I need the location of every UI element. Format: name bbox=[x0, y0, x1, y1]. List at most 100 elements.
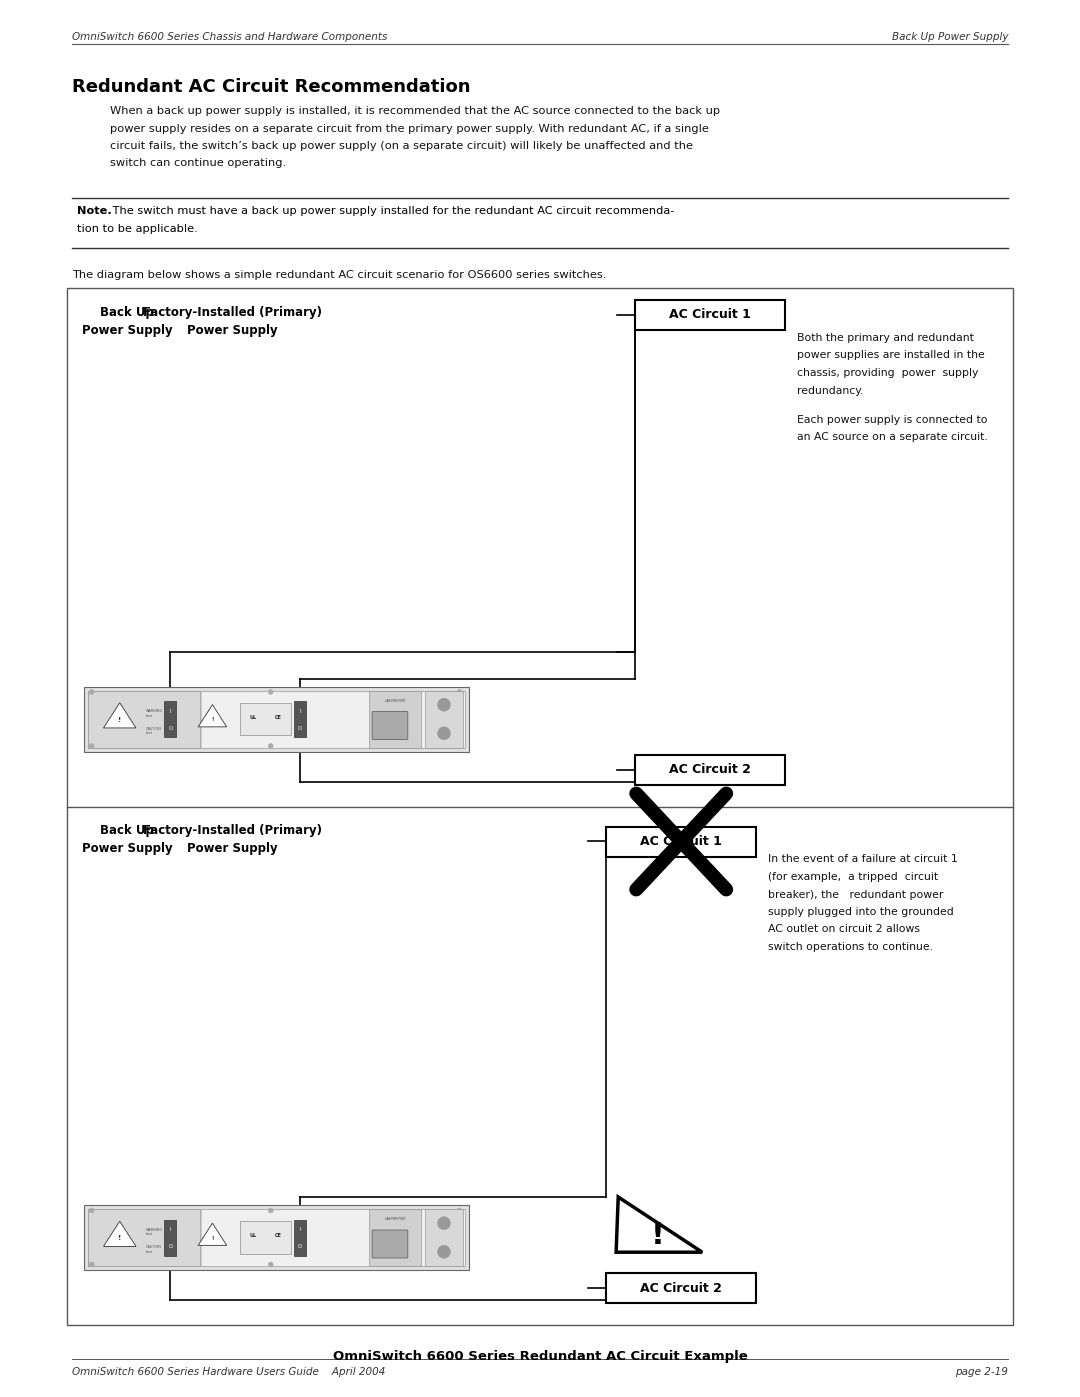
Text: an AC source on a separate circuit.: an AC source on a separate circuit. bbox=[797, 433, 987, 443]
FancyBboxPatch shape bbox=[424, 1208, 463, 1266]
Circle shape bbox=[457, 1261, 462, 1267]
Text: switch operations to continue.: switch operations to continue. bbox=[768, 942, 933, 951]
Text: When a back up power supply is installed, it is recommended that the AC source c: When a back up power supply is installed… bbox=[110, 106, 720, 116]
Text: I: I bbox=[299, 1228, 301, 1232]
FancyBboxPatch shape bbox=[635, 754, 784, 785]
Text: Factory-Installed (Primary): Factory-Installed (Primary) bbox=[143, 306, 322, 319]
Text: UL: UL bbox=[249, 1234, 257, 1238]
Text: CE: CE bbox=[274, 714, 282, 719]
Circle shape bbox=[268, 1208, 273, 1213]
Circle shape bbox=[90, 1208, 94, 1213]
FancyBboxPatch shape bbox=[240, 703, 292, 735]
Text: switch can continue operating.: switch can continue operating. bbox=[110, 158, 286, 169]
FancyBboxPatch shape bbox=[164, 1220, 176, 1256]
Text: circuit fails, the switch’s back up power supply (on a separate circuit) will li: circuit fails, the switch’s back up powe… bbox=[110, 141, 693, 151]
FancyBboxPatch shape bbox=[87, 1208, 465, 1266]
Text: Back Up: Back Up bbox=[100, 306, 154, 319]
Polygon shape bbox=[104, 703, 136, 728]
Text: AC Circuit 2: AC Circuit 2 bbox=[640, 1281, 723, 1295]
Text: O: O bbox=[298, 726, 302, 731]
Circle shape bbox=[268, 1261, 273, 1267]
FancyBboxPatch shape bbox=[606, 827, 756, 856]
Text: WARNING
text: WARNING text bbox=[146, 710, 162, 718]
Text: AC outlet on circuit 2 allows: AC outlet on circuit 2 allows bbox=[768, 925, 920, 935]
FancyBboxPatch shape bbox=[424, 690, 463, 747]
Text: !: ! bbox=[118, 1235, 121, 1242]
Text: tion to be applicable.: tion to be applicable. bbox=[77, 224, 198, 233]
Circle shape bbox=[437, 1245, 450, 1259]
Text: Power Supply: Power Supply bbox=[82, 842, 173, 855]
Text: LAN PWR PORT: LAN PWR PORT bbox=[384, 1217, 405, 1221]
Text: Power Supply: Power Supply bbox=[187, 324, 278, 337]
FancyBboxPatch shape bbox=[295, 1220, 307, 1256]
FancyBboxPatch shape bbox=[87, 690, 465, 747]
FancyBboxPatch shape bbox=[84, 686, 469, 752]
Text: In the event of a failure at circuit 1: In the event of a failure at circuit 1 bbox=[768, 855, 958, 865]
FancyBboxPatch shape bbox=[635, 300, 784, 330]
Polygon shape bbox=[616, 1197, 702, 1252]
Circle shape bbox=[437, 698, 450, 711]
Text: OmniSwitch 6600 Series Chassis and Hardware Components: OmniSwitch 6600 Series Chassis and Hardw… bbox=[72, 32, 388, 42]
Text: page 2-19: page 2-19 bbox=[955, 1368, 1008, 1377]
Text: Note.: Note. bbox=[77, 205, 111, 217]
Circle shape bbox=[90, 690, 94, 694]
Text: O: O bbox=[168, 726, 173, 731]
FancyBboxPatch shape bbox=[67, 288, 1013, 1324]
Text: AC Circuit 1: AC Circuit 1 bbox=[669, 309, 751, 321]
Text: O: O bbox=[298, 1245, 302, 1249]
Text: UL: UL bbox=[249, 714, 257, 719]
Text: I: I bbox=[170, 1228, 172, 1232]
Circle shape bbox=[457, 743, 462, 749]
Text: power supplies are installed in the: power supplies are installed in the bbox=[797, 351, 984, 360]
Text: WARNING
text: WARNING text bbox=[146, 1228, 162, 1236]
FancyBboxPatch shape bbox=[240, 1221, 292, 1253]
Text: breaker), the   redundant power: breaker), the redundant power bbox=[768, 890, 944, 900]
Circle shape bbox=[268, 743, 273, 749]
FancyBboxPatch shape bbox=[84, 1206, 469, 1270]
Text: I: I bbox=[170, 708, 172, 714]
Text: The switch must have a back up power supply installed for the redundant AC circu: The switch must have a back up power sup… bbox=[109, 205, 674, 217]
Text: Redundant AC Circuit Recommendation: Redundant AC Circuit Recommendation bbox=[72, 78, 471, 96]
FancyBboxPatch shape bbox=[369, 690, 421, 747]
Text: AC Circuit 1: AC Circuit 1 bbox=[640, 835, 723, 848]
Text: !: ! bbox=[118, 717, 121, 722]
Text: !: ! bbox=[212, 1236, 214, 1241]
Text: The diagram below shows a simple redundant AC circuit scenario for OS6600 series: The diagram below shows a simple redunda… bbox=[72, 270, 606, 279]
Text: Power Supply: Power Supply bbox=[82, 324, 173, 337]
Circle shape bbox=[457, 690, 462, 694]
FancyBboxPatch shape bbox=[295, 701, 307, 738]
Text: CE: CE bbox=[274, 1234, 282, 1238]
Text: CAUTION
text: CAUTION text bbox=[146, 726, 161, 735]
Text: Both the primary and redundant: Both the primary and redundant bbox=[797, 332, 973, 344]
Text: Factory-Installed (Primary): Factory-Installed (Primary) bbox=[143, 824, 322, 837]
Text: CAUTION
text: CAUTION text bbox=[146, 1245, 161, 1255]
Polygon shape bbox=[104, 1221, 136, 1246]
Circle shape bbox=[437, 726, 450, 740]
Text: Back Up: Back Up bbox=[100, 824, 154, 837]
Text: Each power supply is connected to: Each power supply is connected to bbox=[797, 415, 987, 425]
Text: OmniSwitch 6600 Series Redundant AC Circuit Example: OmniSwitch 6600 Series Redundant AC Circ… bbox=[333, 1350, 747, 1363]
Text: supply plugged into the grounded: supply plugged into the grounded bbox=[768, 907, 954, 916]
Circle shape bbox=[437, 1217, 450, 1229]
Text: (for example,  a tripped  circuit: (for example, a tripped circuit bbox=[768, 872, 939, 882]
Circle shape bbox=[90, 1261, 94, 1267]
Text: !: ! bbox=[212, 717, 214, 722]
Circle shape bbox=[90, 743, 94, 749]
FancyBboxPatch shape bbox=[369, 1208, 421, 1266]
Circle shape bbox=[457, 1208, 462, 1213]
FancyBboxPatch shape bbox=[164, 701, 176, 738]
FancyBboxPatch shape bbox=[606, 1273, 756, 1303]
Text: Power Supply: Power Supply bbox=[187, 842, 278, 855]
Text: O: O bbox=[168, 1245, 173, 1249]
FancyBboxPatch shape bbox=[87, 690, 200, 747]
FancyBboxPatch shape bbox=[372, 711, 408, 739]
Text: chassis, providing  power  supply: chassis, providing power supply bbox=[797, 367, 978, 379]
Text: LAN PWR PORT: LAN PWR PORT bbox=[384, 698, 405, 703]
Polygon shape bbox=[198, 1224, 227, 1245]
Text: redundancy.: redundancy. bbox=[797, 386, 863, 395]
Text: AC Circuit 2: AC Circuit 2 bbox=[669, 763, 751, 775]
FancyBboxPatch shape bbox=[87, 1208, 200, 1266]
Text: power supply resides on a separate circuit from the primary power supply. With r: power supply resides on a separate circu… bbox=[110, 123, 708, 134]
Circle shape bbox=[268, 690, 273, 694]
Text: Back Up Power Supply: Back Up Power Supply bbox=[891, 32, 1008, 42]
